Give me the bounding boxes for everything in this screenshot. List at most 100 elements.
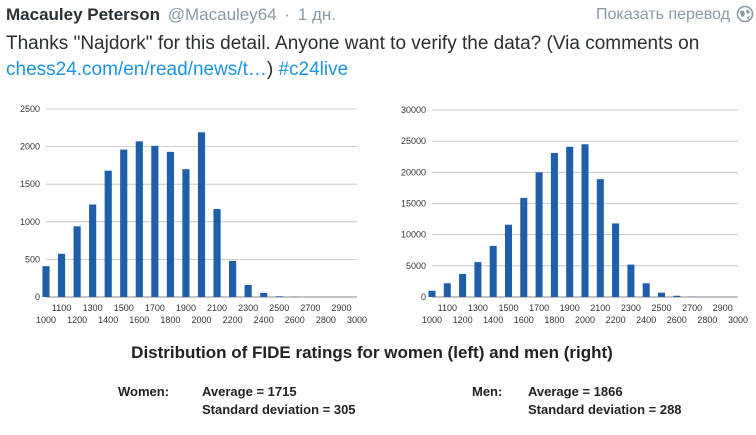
x-tick-label: 1400 (483, 315, 503, 325)
bar-2100 (597, 179, 604, 297)
hashtag-link[interactable]: #c24live (278, 59, 348, 80)
bar-1700 (151, 146, 158, 297)
y-tick-label: 30000 (401, 105, 426, 115)
x-tick-label: 1300 (83, 303, 103, 313)
bar-2300 (627, 265, 634, 297)
x-tick-label: 2300 (238, 303, 258, 313)
bar-1600 (520, 198, 527, 297)
x-tick-label: 2200 (606, 315, 626, 325)
bar-1100 (444, 283, 451, 297)
bar-2400 (643, 283, 650, 297)
tweet-timestamp[interactable]: 1 дн. (298, 5, 336, 24)
rating-distribution-figure: 0 500 1000 1500 2000 2500 1100 1300 1500 1700 1900… (0, 98, 756, 430)
x-tick-label: 1100 (438, 303, 457, 313)
bar-1000 (428, 291, 435, 297)
bar-1300 (89, 205, 96, 297)
figure-caption: Distribution of FIDE ratings for women (… (131, 343, 613, 362)
bar-2500 (658, 293, 665, 297)
y-tick-label: 15000 (401, 199, 426, 209)
x-tick-label: 1500 (114, 303, 134, 313)
bar-1500 (505, 225, 512, 297)
translate-link[interactable]: Показать перевод (596, 3, 730, 27)
author-name[interactable]: Macauley Peterson (6, 5, 160, 24)
x-tick-label: 3000 (347, 315, 367, 325)
x-tick-label: 1000 (36, 315, 56, 325)
bar-1800 (167, 152, 174, 297)
x-tick-label: 1300 (468, 303, 488, 313)
y-tick-label: 10000 (401, 230, 426, 240)
y-tick-label: 5000 (406, 261, 426, 271)
bar-2300 (245, 285, 252, 297)
x-tick-label: 2900 (331, 303, 351, 313)
x-tick-label: 2500 (269, 303, 289, 313)
bar-2200 (612, 223, 619, 297)
y-tick-label: 2500 (20, 104, 40, 114)
men-label: Men: (472, 384, 502, 399)
chart-women: 0 500 1000 1500 2000 2500 1100 1300 1500 1700 1900… (20, 104, 367, 325)
x-tick-label: 1100 (52, 303, 71, 313)
x-tick-label: 2300 (621, 303, 641, 313)
tweet-text-join: ) (267, 59, 279, 80)
x-tick-label: 2800 (697, 315, 717, 325)
x-tick-label: 2600 (667, 315, 687, 325)
men-average: Average = 1866 (528, 384, 623, 399)
x-tick-label: 2400 (254, 315, 274, 325)
bar-2200 (229, 261, 236, 297)
bar-1300 (474, 262, 481, 297)
y-tick-label: 0 (35, 292, 40, 302)
bar-2600 (673, 296, 680, 297)
x-tick-label: 1700 (145, 303, 165, 313)
women-average: Average = 1715 (202, 384, 297, 399)
bar-1100 (58, 254, 65, 297)
bar-2400 (260, 293, 267, 297)
bar-1900 (566, 147, 573, 297)
bar-1800 (551, 153, 558, 297)
x-tick-label: 2900 (713, 303, 733, 313)
bar-1400 (490, 246, 497, 297)
x-tick-label: 1000 (422, 315, 442, 325)
y-tick-label: 0 (421, 292, 426, 302)
women-label: Women: (118, 384, 169, 399)
bar-1400 (105, 171, 112, 297)
bar-1900 (182, 169, 189, 297)
x-tick-label: 3000 (728, 315, 748, 325)
author-handle[interactable]: @Macauley64 (168, 5, 277, 24)
men-std-dev: Standard deviation = 288 (528, 402, 682, 417)
women-std-dev: Standard deviation = 305 (202, 402, 356, 417)
x-tick-label: 1400 (98, 315, 118, 325)
bar-1000 (42, 266, 49, 297)
x-tick-label: 2100 (207, 303, 227, 313)
x-tick-label: 2400 (636, 315, 656, 325)
tweet-text-body: Thanks "Najdork" for this detail. Anyone… (6, 33, 699, 54)
tweet-media-image[interactable]: 0 500 1000 1500 2000 2500 1100 1300 1500 1700 1900… (0, 98, 756, 430)
x-tick-label: 1200 (453, 315, 473, 325)
bar-2000 (581, 144, 588, 297)
x-tick-label: 2000 (191, 315, 211, 325)
x-tick-label: 2000 (575, 315, 595, 325)
x-tick-label: 1900 (176, 303, 196, 313)
x-tick-label: 2100 (590, 303, 610, 313)
bar-2000 (198, 132, 205, 297)
y-tick-label: 1500 (20, 179, 40, 189)
tweet-header: Macauley Peterson @Macauley64 · 1 дн. По… (6, 3, 756, 27)
y-tick-label: 25000 (401, 136, 426, 146)
x-tick-label: 1600 (514, 315, 534, 325)
y-tick-label: 500 (25, 254, 40, 264)
bar-1200 (74, 226, 81, 297)
x-tick-label: 2700 (682, 303, 702, 313)
x-tick-label: 1500 (498, 303, 518, 313)
y-tick-label: 2000 (20, 142, 40, 152)
bar-2500 (276, 296, 283, 297)
x-tick-label: 1800 (160, 315, 180, 325)
y-tick-label: 1000 (20, 217, 40, 227)
x-tick-label: 1900 (560, 303, 580, 313)
bar-1700 (536, 172, 543, 297)
tweet-text: Thanks "Najdork" for this detail. Anyone… (6, 31, 754, 83)
y-tick-label: 20000 (401, 167, 426, 177)
globe-icon[interactable] (736, 5, 754, 23)
x-tick-label: 2200 (223, 315, 243, 325)
x-tick-label: 1600 (129, 315, 149, 325)
x-tick-label: 2800 (316, 315, 336, 325)
tweet-link[interactable]: chess24.com/en/read/news/t… (6, 59, 267, 80)
chart-men: 0 5000 10000 15000 20000 25000 30000 1100 1300 15… (401, 105, 748, 325)
